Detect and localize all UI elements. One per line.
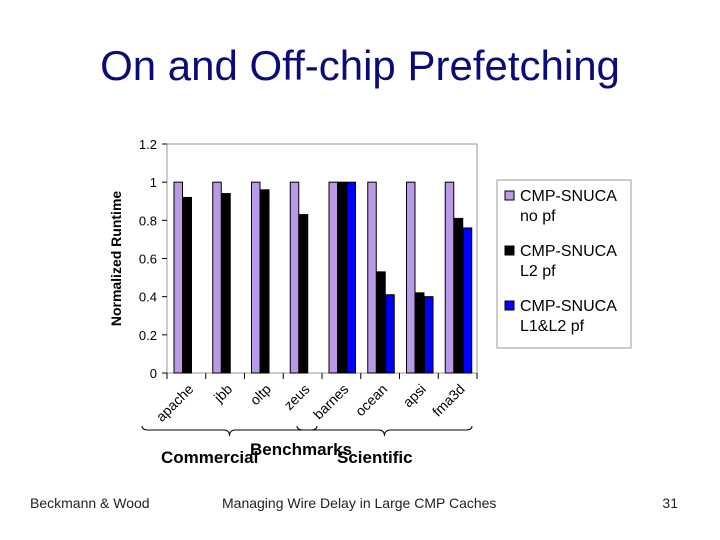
- y-axis-label: Normalized Runtime: [108, 191, 124, 327]
- x-tick-label: ocean: [352, 381, 390, 419]
- x-tick-label: apache: [153, 381, 197, 425]
- x-tick-label: barnes: [310, 381, 352, 423]
- bar: [298, 214, 309, 374]
- footer-talk-title: Managing Wire Delay in Large CMP Caches: [222, 495, 497, 511]
- runtime-bar-chart: 0 0.2 0.4 0.6 0.8 1 1.2 Normalized Runtime apach…: [108, 137, 632, 467]
- bar: [444, 181, 455, 374]
- bar: [289, 181, 300, 374]
- page-number: 31: [662, 495, 678, 511]
- bar: [453, 217, 464, 374]
- y-tick-label: 1.2: [139, 137, 157, 152]
- bar: [462, 227, 473, 374]
- legend-box: [496, 179, 632, 349]
- x-tick-label: oltp: [247, 381, 274, 408]
- footer-authors: Beckmann & Wood: [30, 495, 150, 511]
- bar: [328, 181, 338, 374]
- bar: [212, 181, 222, 374]
- bar: [337, 181, 347, 374]
- bar: [221, 193, 231, 374]
- x-tick-label: zeus: [281, 381, 313, 413]
- legend-label: CMP-SNUCA: [520, 298, 617, 315]
- legend-label: L1&L2 pf: [520, 318, 585, 335]
- legend-label: L2 pf: [520, 263, 556, 280]
- x-tick-label: jbb: [210, 381, 235, 406]
- bar: [415, 292, 425, 374]
- legend-swatch: [504, 300, 515, 311]
- bar: [424, 296, 434, 374]
- group-label-scientific: Scientific: [337, 448, 413, 467]
- slide-title: On and Off-chip Prefetching: [100, 42, 620, 89]
- x-axis-label: Benchmarks: [250, 440, 352, 459]
- y-tick-label: 0.4: [139, 290, 157, 305]
- bar: [182, 196, 192, 374]
- bar: [346, 181, 356, 374]
- legend-label: CMP-SNUCA: [520, 188, 617, 205]
- bar: [251, 181, 261, 374]
- y-tick-label: 0.6: [139, 252, 157, 267]
- x-tick-label: apsi: [400, 381, 429, 410]
- bar: [367, 181, 377, 374]
- y-tick-label: 0.8: [139, 213, 157, 228]
- group-label-commercial: Commercial: [161, 448, 258, 467]
- bar: [173, 181, 183, 374]
- group-brace: [141, 425, 318, 437]
- bar: [376, 271, 386, 374]
- legend-label: CMP-SNUCA: [520, 243, 617, 260]
- legend-swatch: [504, 190, 515, 201]
- group-brace: [296, 425, 473, 437]
- bar: [406, 181, 416, 374]
- legend-swatch: [504, 245, 515, 256]
- bar: [260, 189, 270, 374]
- x-tick-label: fma3d: [429, 381, 468, 420]
- legend-label: no pf: [520, 208, 556, 225]
- y-tick-label: 1: [150, 175, 157, 190]
- y-tick-label: 0: [150, 366, 157, 381]
- bar: [385, 294, 395, 374]
- y-tick-label: 0.2: [139, 328, 157, 343]
